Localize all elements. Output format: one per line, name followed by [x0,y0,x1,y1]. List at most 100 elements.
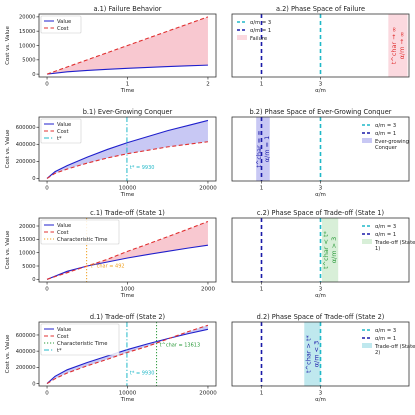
y-tick-label: 0 [32,176,35,182]
fill-between [47,221,208,280]
x-axis-label: α/m [315,88,326,94]
legend-label: Value [57,223,71,229]
y-axis-label: Cost vs. Value [5,129,11,168]
legend-label: α/m = 3 [250,20,271,26]
panel-title: b.1) Ever-Growing Conquer [83,108,173,116]
y-tick-label: 10000 [19,43,36,49]
x-axis-label: Time [120,293,135,299]
legend-label: Value [57,19,71,25]
legend-label: Cost [57,129,69,135]
y-tick-label: 20000 [19,15,36,21]
annotation-1: t* = 9930 [130,371,155,377]
plot-area: t* = 9930 [46,117,209,181]
legend-box [40,219,120,245]
legend-label: 1) [375,246,380,252]
legend-swatch [362,239,372,244]
y-tick-label: 600000 [16,333,36,339]
panel-title: b.2) Phase Space of Ever-Growing Conquer [250,108,392,116]
legend: α/m = 3 α/m = 1 Failure [237,20,271,42]
region-label: t^char < t* [322,230,330,268]
x-axis-label: α/m [315,293,326,299]
panel-d2: t^char > t* α/m < 3 1 3 d.2) Phase Space of … [231,313,415,403]
fill-between [47,325,208,384]
legend-label: Value [57,122,71,128]
region-label: t^char = ∞ [255,130,263,167]
y-tick-label: 400000 [16,142,36,148]
x-tick-label: 1 [260,186,264,192]
panel-a1: 0 1 2 0 5000 10000 15000 20000 a.1) Failure Beha… [5,5,217,94]
x-tick-label: 1 [260,287,264,293]
legend-label: Conquer [375,145,398,151]
panel-title: a.2) Phase Space of Failure [276,5,365,13]
x-axis-label: α/m [315,397,326,403]
panel-c2: t^char < t* α/m > 3 1 3 c.2) Phase Space of … [231,209,415,299]
panel-title: c.1) Trade-off (State 1) [90,209,165,217]
legend-label: Failure [250,36,267,42]
y-tick-label: 5000 [22,58,35,64]
panel-title: a.1) Failure Behavior [93,5,161,13]
region-label: α/m < 3 [312,341,320,368]
legend-label: t* [57,348,62,354]
region-label: α/m > 3 [330,237,338,264]
panel-title: d.1) Trade-off (State 2) [90,313,165,321]
y-axis-label: Cost vs. Value [5,26,11,65]
legend-label: α/m = 1 [375,336,396,342]
y-axis-label: Cost vs. Value [5,230,11,269]
legend-label: Trade-off (State [374,344,415,350]
x-tick-label: 0 [45,391,49,397]
x-tick-label: 20000 [199,186,217,192]
x-tick-label: 10000 [119,186,137,192]
y-tick-label: 20000 [19,224,36,230]
panel-b2: t^char = ∞ α/m = 11 3b.2) Phase Space of E… [231,108,410,198]
x-tick-label: 0 [45,186,49,192]
legend-box [40,15,82,34]
y-tick-label: 0 [32,277,35,283]
annotation-0: t^char = 13613 [160,342,200,348]
series-line-cost [46,324,209,385]
y-tick-label: 200000 [16,159,36,165]
region-label: t^char → ∞ [390,27,398,64]
phase-region [388,14,408,77]
x-tick-label: 20000 [199,391,217,397]
y-tick-label: 10000 [19,250,36,256]
legend-label: Ever-growing [375,139,409,145]
x-tick-label: 3 [319,391,323,397]
y-tick-label: 15000 [19,237,36,243]
x-tick-label: 1 [260,391,264,397]
legend-label: Characteristic Time [57,237,107,243]
x-tick-label: 0 [45,82,49,88]
x-axis-label: Time [120,88,135,94]
y-tick-label: 0 [32,72,35,78]
legend-swatch [362,343,372,348]
y-tick-label: 0 [32,381,35,387]
x-tick-label: 3 [319,287,323,293]
legend-label: 2) [375,350,380,356]
legend-label: α/m = 3 [375,123,396,129]
region-label: α/m = 1 [263,136,271,163]
y-tick-label: 600000 [16,125,36,131]
x-tick-label: 2000 [201,287,215,293]
legend-label: α/m = 3 [375,224,396,230]
legend-box [40,323,120,356]
legend-label: t* [57,136,62,142]
legend-label: Value [57,327,71,333]
x-tick-label: 1000 [121,287,135,293]
region-label: t^char > t* [304,334,312,372]
legend-label: α/m = 1 [375,232,396,238]
x-tick-label: 2 [206,82,210,88]
series-line-cost [46,220,209,280]
legend-swatch [237,35,247,40]
series-line-value [46,119,209,179]
phase-region [321,218,339,282]
plot-area: t^char = 492 [46,218,209,282]
legend-swatch [362,138,372,143]
panel-title: d.2) Phase Space of Trade-off (State 2) [257,313,385,321]
annotation-0: t^char = 492 [90,263,124,269]
x-tick-label: 3 [319,82,323,88]
